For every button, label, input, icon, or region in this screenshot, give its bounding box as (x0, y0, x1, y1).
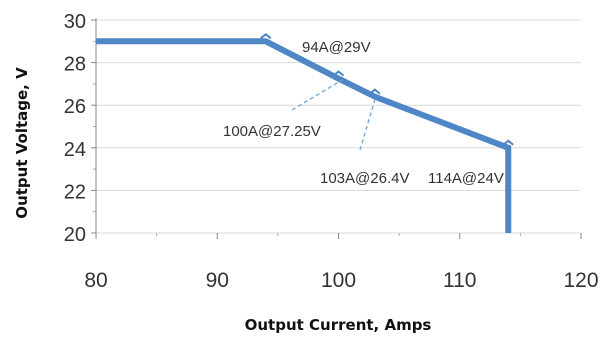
annotation-label-1: 100A@27.25V (223, 123, 321, 140)
annotation-label-0: 94A@29V (302, 39, 371, 56)
annotations-layer: 94A@29V 100A@27.25V 103A@26.4V 114A@24V (223, 39, 504, 187)
y-axis-title: Output Voltage, V (13, 67, 31, 219)
y-tick-label-20: 20 (64, 224, 86, 246)
y-tick-label-30: 30 (64, 11, 86, 33)
x-tick-label-120: 120 (563, 269, 598, 292)
annotation-leader-2 (359, 95, 377, 151)
series-layer (96, 33, 514, 233)
annotation-label-2: 103A@26.4V (320, 170, 409, 187)
vertex-marker-2 (332, 70, 345, 77)
x-axis-title: Output Current, Amps (245, 316, 432, 334)
x-tick-label-80: 80 (84, 269, 107, 292)
vertex-marker-4 (502, 139, 514, 146)
gridlines (96, 19, 581, 234)
x-tick-label-100: 100 (321, 269, 356, 292)
annotation-label-3: 114A@24V (428, 170, 504, 187)
axes: 20 22 24 26 28 30 80 90 100 110 120 (64, 11, 599, 292)
y-tick-label-28: 28 (64, 54, 86, 76)
series-line (96, 38, 512, 233)
x-tick-label-110: 110 (443, 269, 476, 292)
vertex-marker-3 (369, 88, 381, 95)
y-tick-label-26: 26 (64, 96, 86, 118)
y-tick-label-22: 22 (64, 181, 86, 203)
annotation-leader-1 (291, 79, 343, 111)
x-tick-label-90: 90 (206, 269, 229, 292)
vertex-marker-1 (260, 33, 272, 40)
y-tick-label-24: 24 (64, 139, 86, 161)
